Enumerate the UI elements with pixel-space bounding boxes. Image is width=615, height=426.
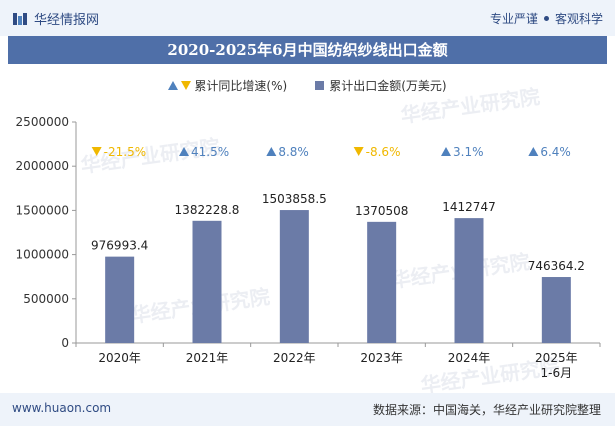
brand: 华经情报网 <box>12 9 99 28</box>
bar <box>279 210 309 343</box>
y-tick-label: 2500000 <box>16 115 69 129</box>
triangle-down-icon <box>181 81 192 90</box>
x-tick-label: 2022年 <box>273 351 316 365</box>
growth-label: -8.6% <box>366 145 401 159</box>
y-tick-label: 2000000 <box>16 159 69 173</box>
growth-down-marker <box>91 147 102 156</box>
footer-bar: www.huaon.com 数据来源：中国海关，华经产业研究院整理 <box>0 393 615 426</box>
growth-label: -21.5% <box>104 145 146 159</box>
growth-label: 6.4% <box>540 145 571 159</box>
x-tick-label: 2021年 <box>186 351 229 365</box>
bar <box>454 218 484 343</box>
bar <box>541 277 571 343</box>
chart-title: 2020-2025年6月中国纺织纱线出口金额 <box>8 36 607 64</box>
bar <box>105 256 135 343</box>
header-bar: 华经情报网 专业严谨 客观科学 <box>0 0 615 36</box>
chart-legend: 累计同比增速(%) 累计出口金额(万美元) <box>0 77 615 94</box>
y-tick-label: 1500000 <box>16 203 69 217</box>
data-source: 数据来源：中国海关，华经产业研究院整理 <box>372 403 601 417</box>
y-tick-label: 1000000 <box>16 248 69 262</box>
logo-icon <box>13 12 27 25</box>
x-tick-label: 2024年 <box>448 351 491 365</box>
growth-label: 8.8% <box>278 145 309 159</box>
growth-label: 41.5% <box>191 145 229 159</box>
bar-value-label: 1382228.8 <box>175 203 240 217</box>
legend-value-label: 累计出口金额(万美元) <box>329 79 447 93</box>
x-tick-label: 2023年 <box>360 351 403 365</box>
growth-down-marker <box>353 147 364 156</box>
bar-value-label: 976993.4 <box>91 239 148 253</box>
growth-up-marker <box>179 147 189 156</box>
website-link[interactable]: www.huaon.com <box>12 401 112 415</box>
y-tick-label: 500000 <box>23 292 69 306</box>
slogan-right: 客观科学 <box>554 12 603 26</box>
bar-value-label: 1370508 <box>355 204 408 218</box>
bar <box>192 220 222 343</box>
legend-growth-label: 累计同比增速(%) <box>194 79 288 93</box>
bar-swatch-icon <box>315 81 325 90</box>
bar-value-label: 1412747 <box>442 200 495 214</box>
x-tick-label: 1-6月 <box>541 366 573 380</box>
dot-icon <box>543 16 549 21</box>
growth-label: 3.1% <box>453 145 484 159</box>
growth-up-marker <box>441 147 451 156</box>
slogan: 专业严谨 客观科学 <box>490 10 603 27</box>
slogan-left: 专业严谨 <box>489 12 538 26</box>
bar <box>367 221 397 343</box>
bar-chart: 0 500000 1000000 1500000 2000000 2500000 97699… <box>16 115 601 380</box>
triangle-up-icon <box>168 81 179 90</box>
legend-growth: 累计同比增速(%) <box>168 77 287 94</box>
legend-value: 累计出口金额(万美元) <box>315 77 447 94</box>
x-tick-label: 2025年 <box>535 351 578 365</box>
x-tick-label: 2020年 <box>98 351 141 365</box>
bar-value-label: 1503858.5 <box>262 192 327 206</box>
brand-name: 华经情报网 <box>34 13 100 28</box>
bar-value-label: 746364.2 <box>528 259 585 273</box>
growth-up-marker <box>266 147 277 156</box>
growth-up-marker <box>528 147 539 156</box>
y-tick-label: 0 <box>61 336 69 350</box>
